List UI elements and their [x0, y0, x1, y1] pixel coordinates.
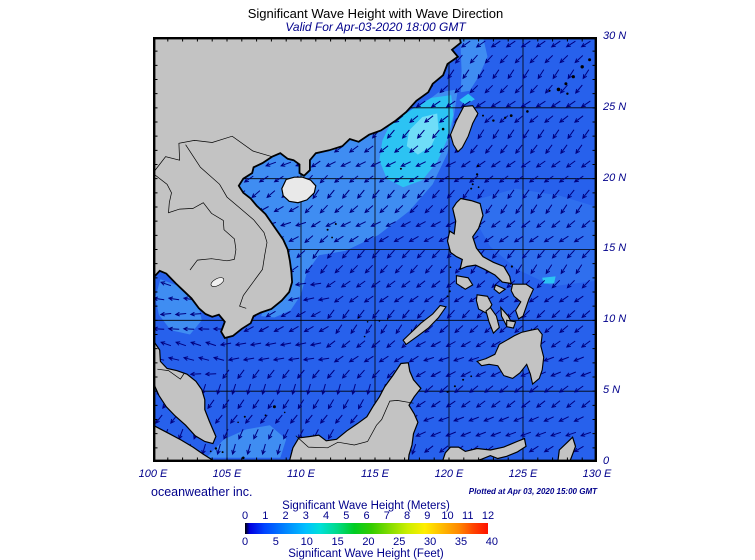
wave-height-map: [152, 36, 598, 463]
legend-meters-tick: 7: [383, 510, 390, 522]
legend-feet-tick: 10: [300, 536, 313, 548]
credit-text: oceanweather inc.: [151, 485, 253, 499]
plotted-at-text: Plotted at Apr 03, 2020 15:00 GMT: [468, 487, 597, 496]
legend-meters-tick: 6: [363, 510, 370, 522]
legend-meters-tick: 0: [241, 510, 249, 522]
lon-label: 100 E: [138, 468, 168, 480]
lat-label: 0: [603, 454, 610, 467]
lon-label: 130 E: [582, 468, 612, 480]
chart-subtitle: Valid For Apr-03-2020 18:00 GMT: [285, 20, 466, 34]
lon-label: 125 E: [508, 468, 538, 480]
lat-label: 30 N: [603, 30, 627, 42]
legend-feet-title: Significant Wave Height (Feet): [288, 548, 444, 560]
legend-meters-tick: 8: [403, 510, 411, 522]
lon-label: 115 E: [361, 468, 389, 480]
lat-label: 25 N: [603, 100, 627, 113]
legend-feet-tick: 5: [272, 536, 279, 548]
lon-label: 110 E: [287, 468, 315, 480]
legend-feet-tick: 25: [393, 536, 406, 548]
legend-meters-tick: 5: [343, 510, 350, 522]
legend-feet-tick: 40: [485, 536, 498, 548]
legend-meters-tick: 3: [302, 510, 309, 522]
legend-meters-tick: 10: [441, 510, 454, 522]
lat-label: 15 N: [603, 242, 627, 255]
map-canvas: [152, 36, 598, 463]
legend-feet-tick: 20: [362, 536, 375, 548]
lon-label: 120 E: [434, 468, 464, 480]
lat-label: 10 N: [603, 313, 627, 326]
legend-feet-tick: 35: [454, 536, 468, 548]
legend-meters-title: Significant Wave Height (Meters): [282, 500, 450, 512]
chart-title: Significant Wave Height with Wave Direct…: [247, 6, 504, 21]
lon-label: 105 E: [212, 468, 242, 480]
legend-meters-tick: 2: [282, 510, 289, 522]
lat-label: 20 N: [603, 171, 627, 184]
legend-feet-tick: 0: [241, 536, 249, 548]
legend-meters-tick: 9: [424, 510, 431, 522]
legend-meters-tick: 12: [481, 510, 495, 522]
legend-meters-tick: 11: [462, 510, 474, 522]
legend-feet-tick: 30: [424, 536, 437, 548]
legend-colorbar: [245, 523, 488, 534]
lat-label: 5 N: [603, 384, 621, 397]
legend-feet-tick: 15: [331, 536, 344, 548]
legend-meters-tick: 4: [322, 510, 330, 522]
legend-meters-tick: 1: [262, 510, 269, 522]
